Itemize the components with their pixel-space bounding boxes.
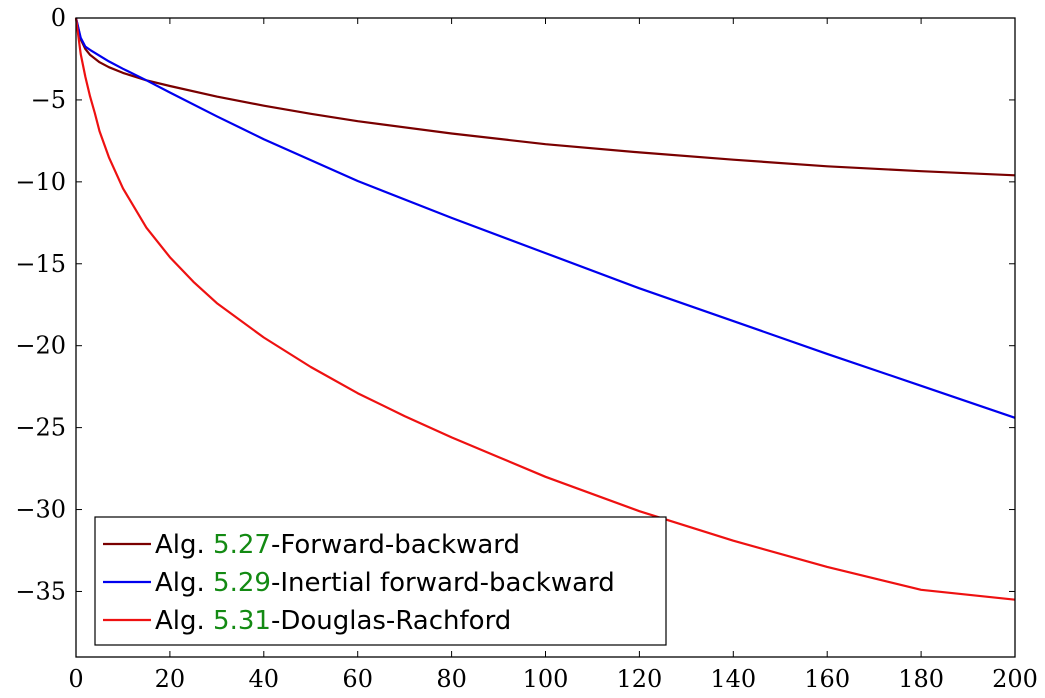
y-tick-label: −5 [31, 86, 66, 114]
ticks-layer: 0 20 40 60 80 100 120 140 160 180 200 0 −5 −10 −15 −20 −… [15, 4, 1038, 693]
x-tick-label: 40 [249, 665, 280, 693]
y-tick-label: −20 [15, 332, 66, 360]
series-layer [74, 17, 1016, 601]
x-tick-label: 120 [616, 665, 662, 693]
x-tick-label: 140 [710, 665, 756, 693]
y-tick-label: −30 [15, 496, 66, 524]
x-tick-label: 180 [898, 665, 944, 693]
x-tick-label: 20 [155, 665, 186, 693]
y-tick-label: −15 [15, 250, 66, 278]
legend-entry-3: Alg. 5.31-Douglas-Rachford [155, 606, 511, 636]
x-tick-label: 100 [523, 665, 569, 693]
legend: Alg. 5.27-Forward-backward Alg. 5.29-Iner… [94, 516, 667, 646]
plot-frame [75, 17, 1016, 658]
x-tick-label: 60 [342, 665, 373, 693]
legend-entry-2: Alg. 5.29-Inertial forward-backward [155, 568, 615, 598]
y-tick-label: 0 [51, 4, 66, 32]
y-tick-label: −35 [15, 577, 66, 605]
y-tick-label: −10 [15, 168, 66, 196]
x-tick-label: 80 [436, 665, 467, 693]
series-line-1 [74, 17, 1016, 177]
legend-entry-1: Alg. 5.27-Forward-backward [155, 530, 520, 560]
series-line-2 [74, 17, 1016, 419]
y-tick-label: −25 [15, 414, 66, 442]
x-tick-label: 160 [804, 665, 850, 693]
legend-box [94, 516, 667, 646]
x-tick-label: 200 [992, 665, 1038, 693]
x-tick-label: 0 [68, 665, 83, 693]
series-line-3 [74, 17, 1016, 601]
